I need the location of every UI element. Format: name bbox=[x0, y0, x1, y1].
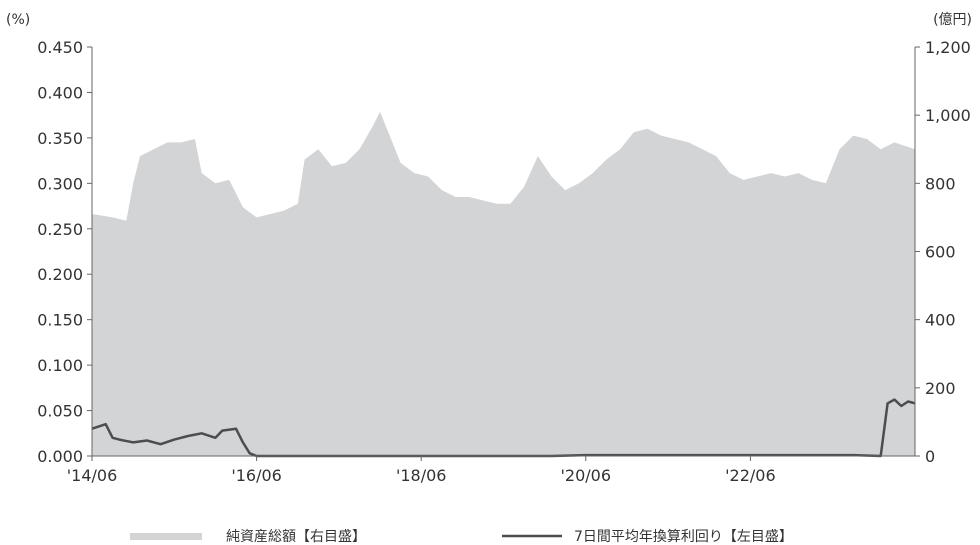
left-tick-label: 0.350 bbox=[37, 129, 83, 148]
left-tick-label: 0.000 bbox=[37, 447, 83, 466]
left-tick-label: 0.200 bbox=[37, 265, 83, 284]
x-tick-label: '22/06 bbox=[725, 466, 776, 485]
right-tick-label: 1,000 bbox=[925, 106, 971, 125]
x-axis-ticks: '14/06 '16/06 '18/06 '20/06 '22/06 bbox=[67, 456, 776, 485]
right-tick-label: 800 bbox=[925, 174, 956, 193]
legend-swatch-area bbox=[130, 533, 202, 540]
left-tick-label: 0.400 bbox=[37, 83, 83, 102]
legend: 純資産総額【右目盛】 7日間平均年換算利回り【左目盛】 bbox=[130, 529, 793, 545]
left-axis-unit: (%) bbox=[6, 12, 30, 28]
left-tick-label: 0.300 bbox=[37, 174, 83, 193]
yield-line-layer bbox=[91, 398, 916, 458]
net-assets-area bbox=[92, 111, 915, 457]
left-tick-label: 0.250 bbox=[37, 220, 83, 239]
x-tick-label: '18/06 bbox=[396, 466, 447, 485]
left-tick-label: 0.100 bbox=[37, 356, 83, 375]
legend-label-net-assets: 純資産総額【右目盛】 bbox=[226, 529, 366, 545]
yield-line bbox=[91, 398, 916, 458]
left-tick-label: 0.450 bbox=[37, 38, 83, 57]
left-tick-label: 0.050 bbox=[37, 402, 83, 421]
x-tick-label: '20/06 bbox=[561, 466, 612, 485]
right-axis-ticks: 0 200 400 600 800 1,000 1,200 bbox=[915, 38, 971, 466]
right-axis-unit: (億円) bbox=[933, 12, 972, 28]
legend-label-yield: 7日間平均年換算利回り【左目盛】 bbox=[574, 529, 793, 545]
net-assets-area-layer bbox=[92, 111, 915, 457]
x-tick-label: '16/06 bbox=[231, 466, 282, 485]
left-axis-ticks: 0.000 0.050 0.100 0.150 0.200 0.250 0.300 0.350… bbox=[37, 38, 92, 466]
left-tick-label: 0.150 bbox=[37, 311, 83, 330]
x-tick-label: '14/06 bbox=[67, 466, 118, 485]
right-tick-label: 1,200 bbox=[925, 38, 971, 57]
right-tick-label: 600 bbox=[925, 243, 956, 262]
right-tick-label: 0 bbox=[925, 447, 935, 466]
right-tick-label: 200 bbox=[925, 379, 956, 398]
right-tick-label: 400 bbox=[925, 311, 956, 330]
